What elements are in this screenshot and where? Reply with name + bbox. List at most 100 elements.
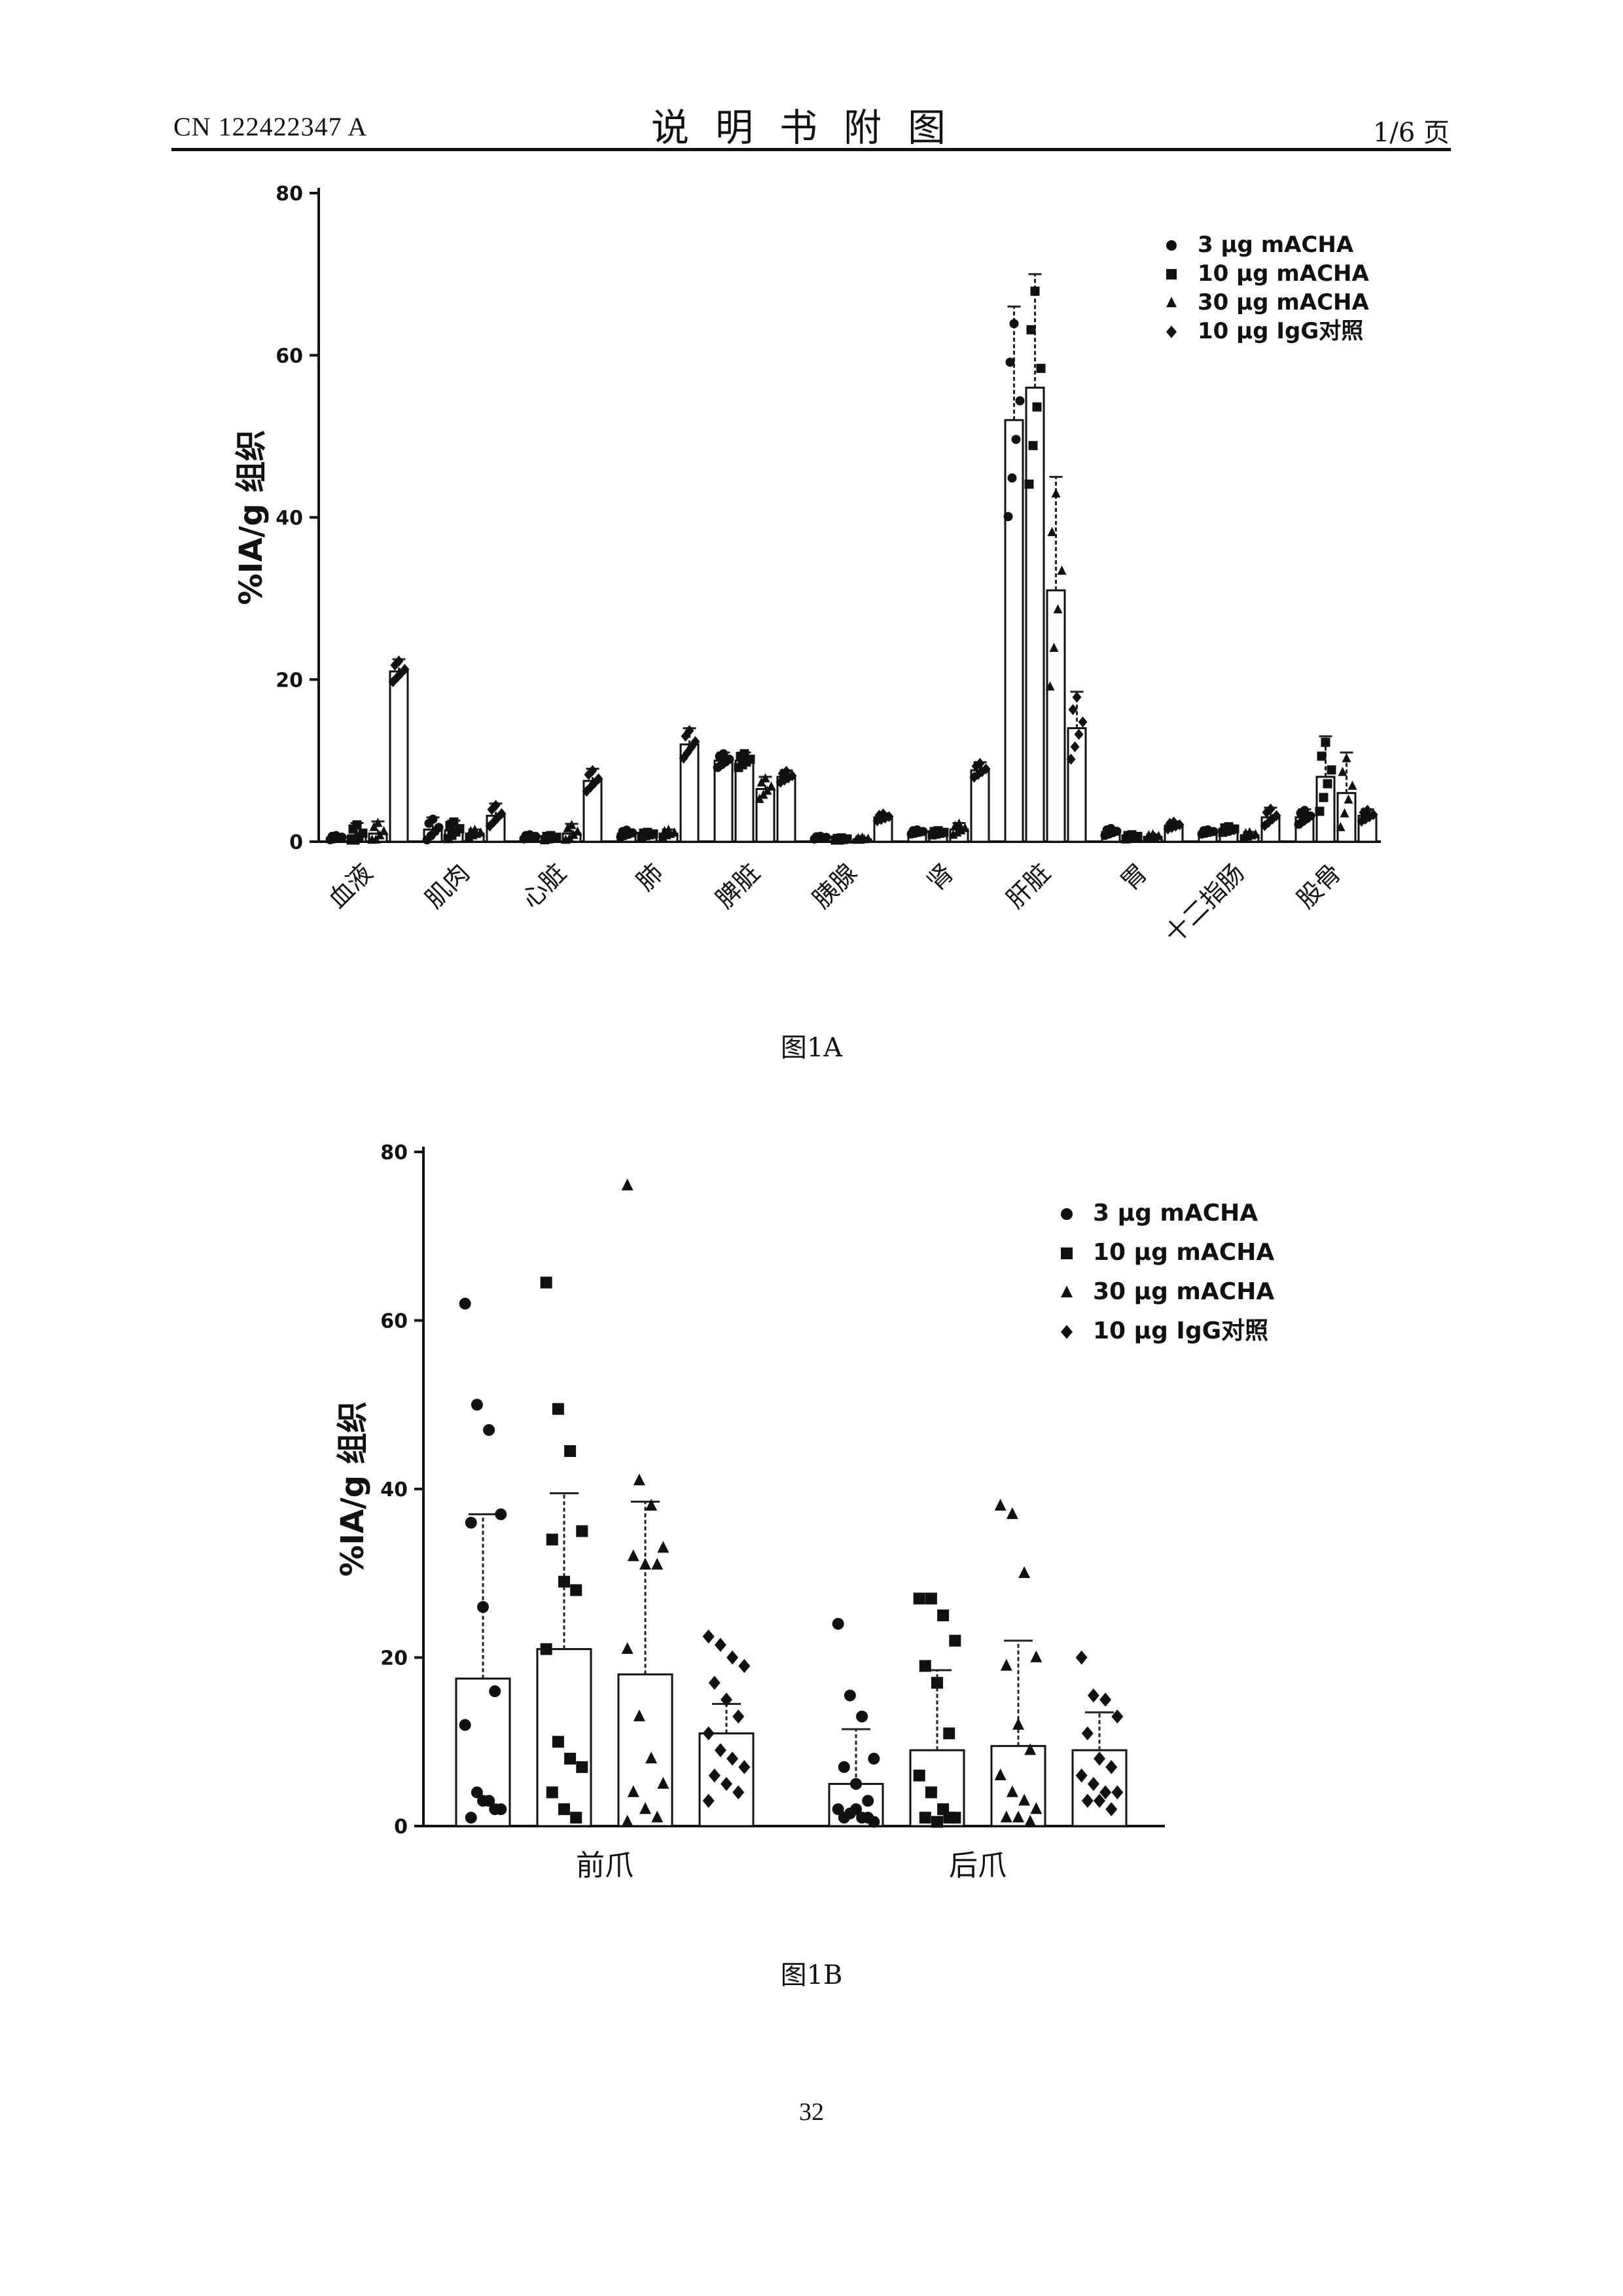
- y-tick-label: 40: [380, 1479, 408, 1501]
- data-point: [1031, 287, 1040, 296]
- data-point: [856, 1711, 868, 1723]
- data-point: [359, 829, 368, 838]
- data-point: [740, 749, 749, 759]
- data-point: [719, 749, 728, 759]
- data-point: [558, 1576, 570, 1588]
- data-point: [1018, 1566, 1030, 1578]
- data-point: [1016, 396, 1025, 405]
- data-point: [1319, 793, 1329, 802]
- data-point: [709, 1676, 721, 1690]
- data-point: [435, 823, 444, 832]
- data-point: [832, 1618, 844, 1630]
- y-tick-label: 60: [276, 345, 303, 368]
- data-point: [633, 1473, 645, 1485]
- data-point: [862, 1812, 874, 1823]
- data-point: [459, 1298, 471, 1310]
- data-point: [914, 1770, 925, 1782]
- data-point: [429, 815, 438, 824]
- data-point: [1224, 822, 1234, 831]
- data-point: [651, 1558, 663, 1570]
- data-point: [1029, 441, 1038, 450]
- data-point: [1300, 806, 1310, 815]
- bar: [1026, 387, 1044, 842]
- data-point: [1006, 357, 1015, 367]
- data-point: [1073, 692, 1082, 703]
- page-number: 32: [0, 2098, 1623, 2126]
- legend-marker-30-g-macha: [1166, 296, 1177, 307]
- data-point: [645, 1499, 657, 1511]
- data-point: [643, 828, 652, 837]
- data-point: [526, 830, 535, 839]
- data-point: [837, 833, 846, 842]
- data-point: [576, 1525, 588, 1537]
- x-tick-label: 胃: [1115, 858, 1153, 896]
- y-axis-title: %IA/g 组织: [233, 430, 270, 605]
- data-point: [1037, 364, 1046, 373]
- data-point: [1007, 1507, 1018, 1519]
- x-tick-label: 血液: [323, 858, 378, 914]
- y-tick-label: 40: [276, 507, 303, 530]
- data-point: [1082, 1727, 1094, 1741]
- data-point: [639, 1558, 651, 1570]
- data-point: [1058, 565, 1067, 575]
- data-point: [1348, 781, 1357, 790]
- x-tick-label: 股骨: [1291, 858, 1347, 914]
- y-tick-label: 20: [380, 1647, 408, 1670]
- data-point: [380, 826, 389, 835]
- data-point: [622, 825, 632, 834]
- data-point: [844, 1689, 856, 1701]
- data-point: [1128, 830, 1137, 839]
- data-point: [943, 1812, 955, 1823]
- data-point: [450, 817, 459, 827]
- data-point: [1099, 1693, 1111, 1707]
- legend-label: 10 μg mACHA: [1198, 260, 1369, 287]
- x-tick-label: 十二指肠: [1159, 858, 1250, 949]
- data-point: [570, 1812, 582, 1823]
- data-point: [816, 832, 825, 841]
- data-point: [1010, 319, 1019, 328]
- data-point: [919, 1812, 931, 1823]
- data-point: [850, 1803, 862, 1815]
- data-point: [838, 1761, 850, 1773]
- data-point: [1321, 738, 1330, 747]
- data-point: [622, 1179, 633, 1191]
- data-point: [995, 1499, 1007, 1511]
- data-point: [1052, 488, 1061, 497]
- data-point: [949, 1635, 961, 1647]
- figure-1a-caption: 图1A: [0, 1026, 1623, 1064]
- data-point: [703, 1630, 715, 1644]
- legend-label: 10 μg IgG对照: [1093, 1318, 1268, 1344]
- data-point: [1079, 717, 1088, 728]
- data-point: [862, 1795, 874, 1806]
- data-point: [622, 1642, 633, 1654]
- y-tick-label: 80: [276, 183, 303, 206]
- data-point: [477, 1795, 489, 1806]
- data-point: [1323, 779, 1332, 788]
- data-point: [1008, 473, 1017, 482]
- data-point: [477, 1601, 489, 1613]
- data-point: [1025, 480, 1034, 489]
- y-tick-label: 0: [394, 1816, 408, 1839]
- data-point: [657, 1541, 669, 1552]
- data-point: [495, 1509, 507, 1520]
- data-point: [558, 1803, 570, 1815]
- data-point: [715, 1638, 726, 1652]
- data-point: [465, 1517, 477, 1529]
- data-point: [925, 1787, 937, 1799]
- data-point: [570, 1585, 582, 1596]
- data-point: [914, 1592, 925, 1604]
- data-point: [465, 1812, 477, 1823]
- data-point: [332, 831, 341, 840]
- data-point: [913, 825, 922, 834]
- data-point: [546, 1787, 558, 1799]
- x-tick-label: 脾脏: [710, 858, 766, 914]
- legend-label: 3 μg mACHA: [1093, 1200, 1258, 1227]
- bar: [715, 761, 732, 842]
- legend-label: 3 μg mACHA: [1198, 232, 1354, 258]
- data-point: [1317, 751, 1327, 761]
- legend-label: 10 μg IgG对照: [1198, 318, 1363, 344]
- data-point: [931, 1816, 943, 1828]
- data-point: [726, 1651, 738, 1665]
- data-point: [541, 1277, 552, 1289]
- data-point: [1107, 824, 1116, 833]
